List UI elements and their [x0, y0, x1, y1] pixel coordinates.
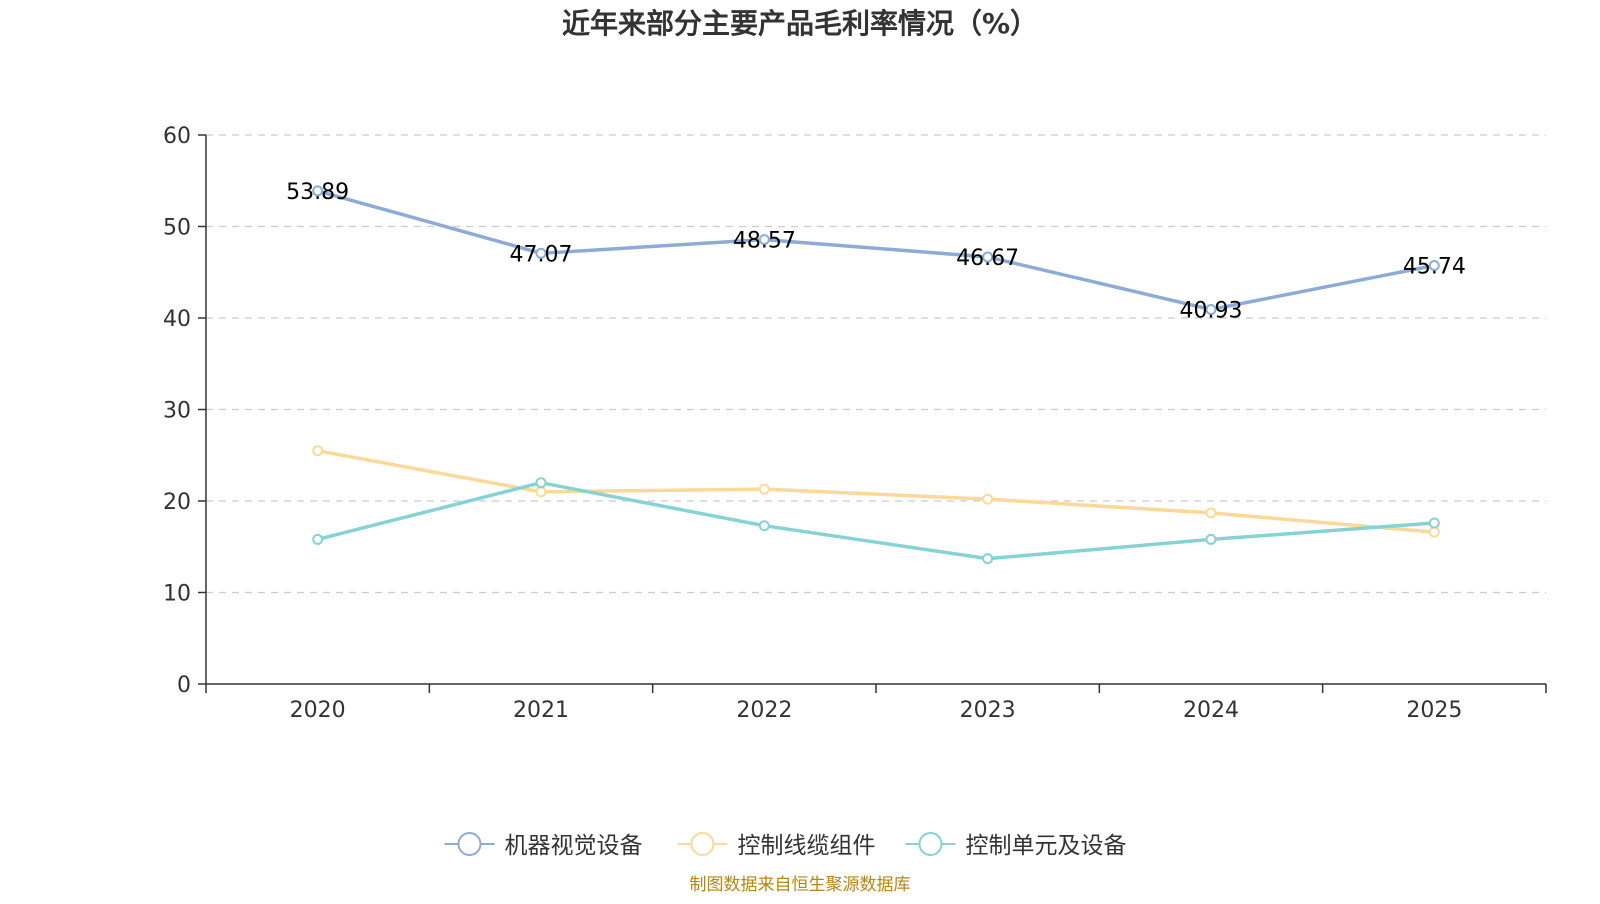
data-point[interactable]: [758, 483, 770, 495]
x-tick-label: 2025: [1406, 698, 1462, 723]
legend-circle-icon: [690, 832, 715, 856]
series-line-1: [317, 189, 1435, 312]
data-point[interactable]: [1205, 533, 1217, 545]
legend-circle-icon: [457, 832, 482, 856]
data-point[interactable]: [535, 247, 547, 259]
data-point[interactable]: [982, 251, 994, 263]
y-tick-label: 10: [163, 582, 191, 607]
legend-label: 控制线缆组件: [738, 833, 876, 859]
data-point[interactable]: [1205, 303, 1217, 315]
legend-circle-icon: [918, 832, 943, 856]
axes: 0 10 20 30 40 50 60 2020 2021 2022 2023 2024 2025: [163, 124, 1547, 723]
series-line-3: [317, 480, 1435, 561]
data-label: 46.67: [956, 246, 1019, 271]
series-line-2: [317, 448, 1435, 534]
data-label: 40.93: [1180, 298, 1243, 323]
x-tick-label: 2024: [1183, 698, 1239, 723]
legend-item-1[interactable]: 机器视觉设备: [444, 832, 643, 859]
data-label: 47.07: [510, 242, 573, 267]
chart-title: 近年来部分主要产品毛利率情况（%）: [562, 7, 1038, 40]
x-tick-label: 2020: [290, 698, 346, 723]
y-tick-label: 0: [177, 673, 191, 698]
x-tick-label: 2021: [513, 698, 569, 723]
data-point[interactable]: [312, 533, 324, 545]
data-point[interactable]: [982, 493, 994, 505]
legend-label: 控制单元及设备: [966, 833, 1127, 859]
data-point[interactable]: [1205, 507, 1217, 519]
y-tick-label: 20: [163, 490, 191, 515]
data-point[interactable]: [758, 234, 770, 246]
data-point[interactable]: [982, 553, 994, 565]
data-point[interactable]: [535, 477, 547, 489]
x-tick-label: 2023: [960, 698, 1016, 723]
y-tick-label: 30: [163, 399, 191, 424]
data-point[interactable]: [312, 185, 324, 197]
y-tick-label: 40: [163, 307, 191, 332]
legend-item-3[interactable]: 控制单元及设备: [905, 832, 1127, 859]
source-note: 制图数据来自恒生聚源数据库: [690, 875, 911, 895]
data-label: 45.74: [1403, 254, 1466, 279]
data-point[interactable]: [1428, 526, 1440, 538]
data-point[interactable]: [1428, 517, 1440, 529]
data-labels: 53.89 47.07 48.57 46.67 40.93 45.74: [286, 180, 1466, 324]
data-point[interactable]: [535, 486, 547, 498]
data-point[interactable]: [312, 445, 324, 457]
data-label: 53.89: [286, 180, 349, 205]
x-tick-label: 2022: [736, 698, 792, 723]
legend-label: 机器视觉设备: [505, 833, 643, 859]
y-tick-label: 60: [163, 124, 191, 149]
legend-item-2[interactable]: 控制线缆组件: [677, 832, 876, 859]
legend[interactable]: 机器视觉设备 控制线缆组件 控制单元及设备: [444, 832, 1127, 859]
data-label: 48.57: [733, 229, 796, 254]
y-tick-label: 50: [163, 216, 191, 241]
series-lines: [312, 185, 1440, 565]
gridlines: [206, 134, 1546, 594]
data-point[interactable]: [1428, 259, 1440, 271]
data-point[interactable]: [758, 520, 770, 532]
